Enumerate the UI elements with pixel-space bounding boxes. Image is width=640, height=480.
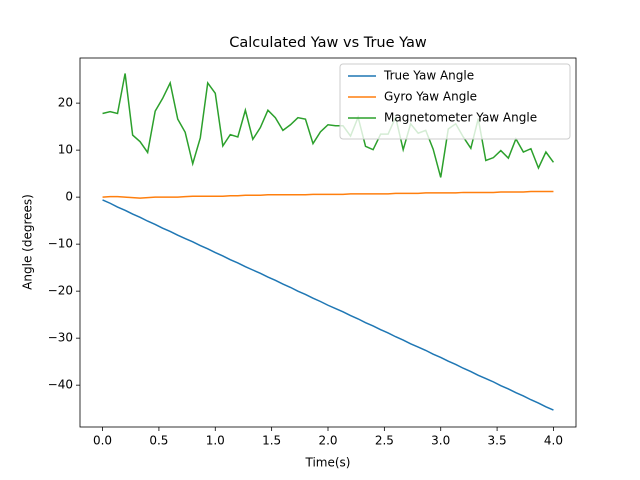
y-axis-label: Angle (degrees) [21,194,35,290]
x-tick-label: 4.0 [544,434,563,448]
series-line [102,190,554,199]
chart-title: Calculated Yaw vs True Yaw [229,35,427,51]
legend-box [339,63,571,140]
y-tick-label: −30 [48,331,73,345]
x-tick-label: 0.5 [149,434,168,448]
x-tick-label: 1.5 [262,434,281,448]
y-tick-label: −10 [48,237,73,251]
x-tick-label: 1.0 [206,434,225,448]
x-tick-label: 2.0 [318,434,337,448]
x-tick-label: 2.5 [375,434,394,448]
x-axis-label: Time(s) [305,456,351,470]
x-tick-label: 0.0 [93,434,112,448]
y-tick-label: −40 [48,378,73,392]
y-tick-label: −20 [48,284,73,298]
legend-label: True Yaw Angle [383,69,474,83]
y-tick-label: 20 [58,96,73,110]
legend-label: Magnetometer Yaw Angle [384,111,537,125]
y-tick-label: 0 [65,190,73,204]
plot-frame [79,57,577,428]
x-tick-label: 3.0 [431,434,450,448]
y-tick-label: 10 [58,143,73,157]
legend-label: Gyro Yaw Angle [384,90,477,104]
series-line [102,199,554,411]
x-tick-label: 3.5 [488,434,507,448]
